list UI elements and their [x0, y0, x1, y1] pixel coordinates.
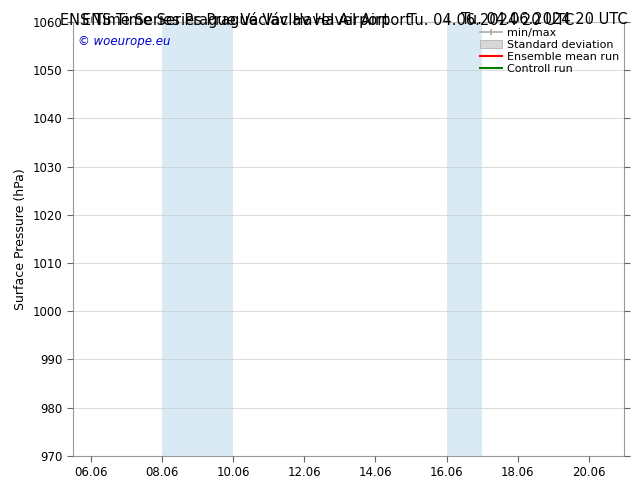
Text: ENS Time Series Prague Václav Havel Airport    Tu. 04.06.2024 20 UTC: ENS Time Series Prague Václav Havel Airp…: [60, 12, 574, 28]
Text: © woeurope.eu: © woeurope.eu: [79, 35, 171, 48]
Y-axis label: Surface Pressure (hPa): Surface Pressure (hPa): [14, 168, 27, 310]
Text: Tu. 04.06.2024 20 UTC: Tu. 04.06.2024 20 UTC: [461, 12, 628, 27]
Legend: min/max, Standard deviation, Ensemble mean run, Controll run: min/max, Standard deviation, Ensemble me…: [476, 23, 623, 79]
Bar: [162, 22, 233, 456]
Text: ENS Time Series Prague Václav Havel Airport: ENS Time Series Prague Václav Havel Airp…: [82, 12, 411, 28]
Bar: [446, 22, 482, 456]
